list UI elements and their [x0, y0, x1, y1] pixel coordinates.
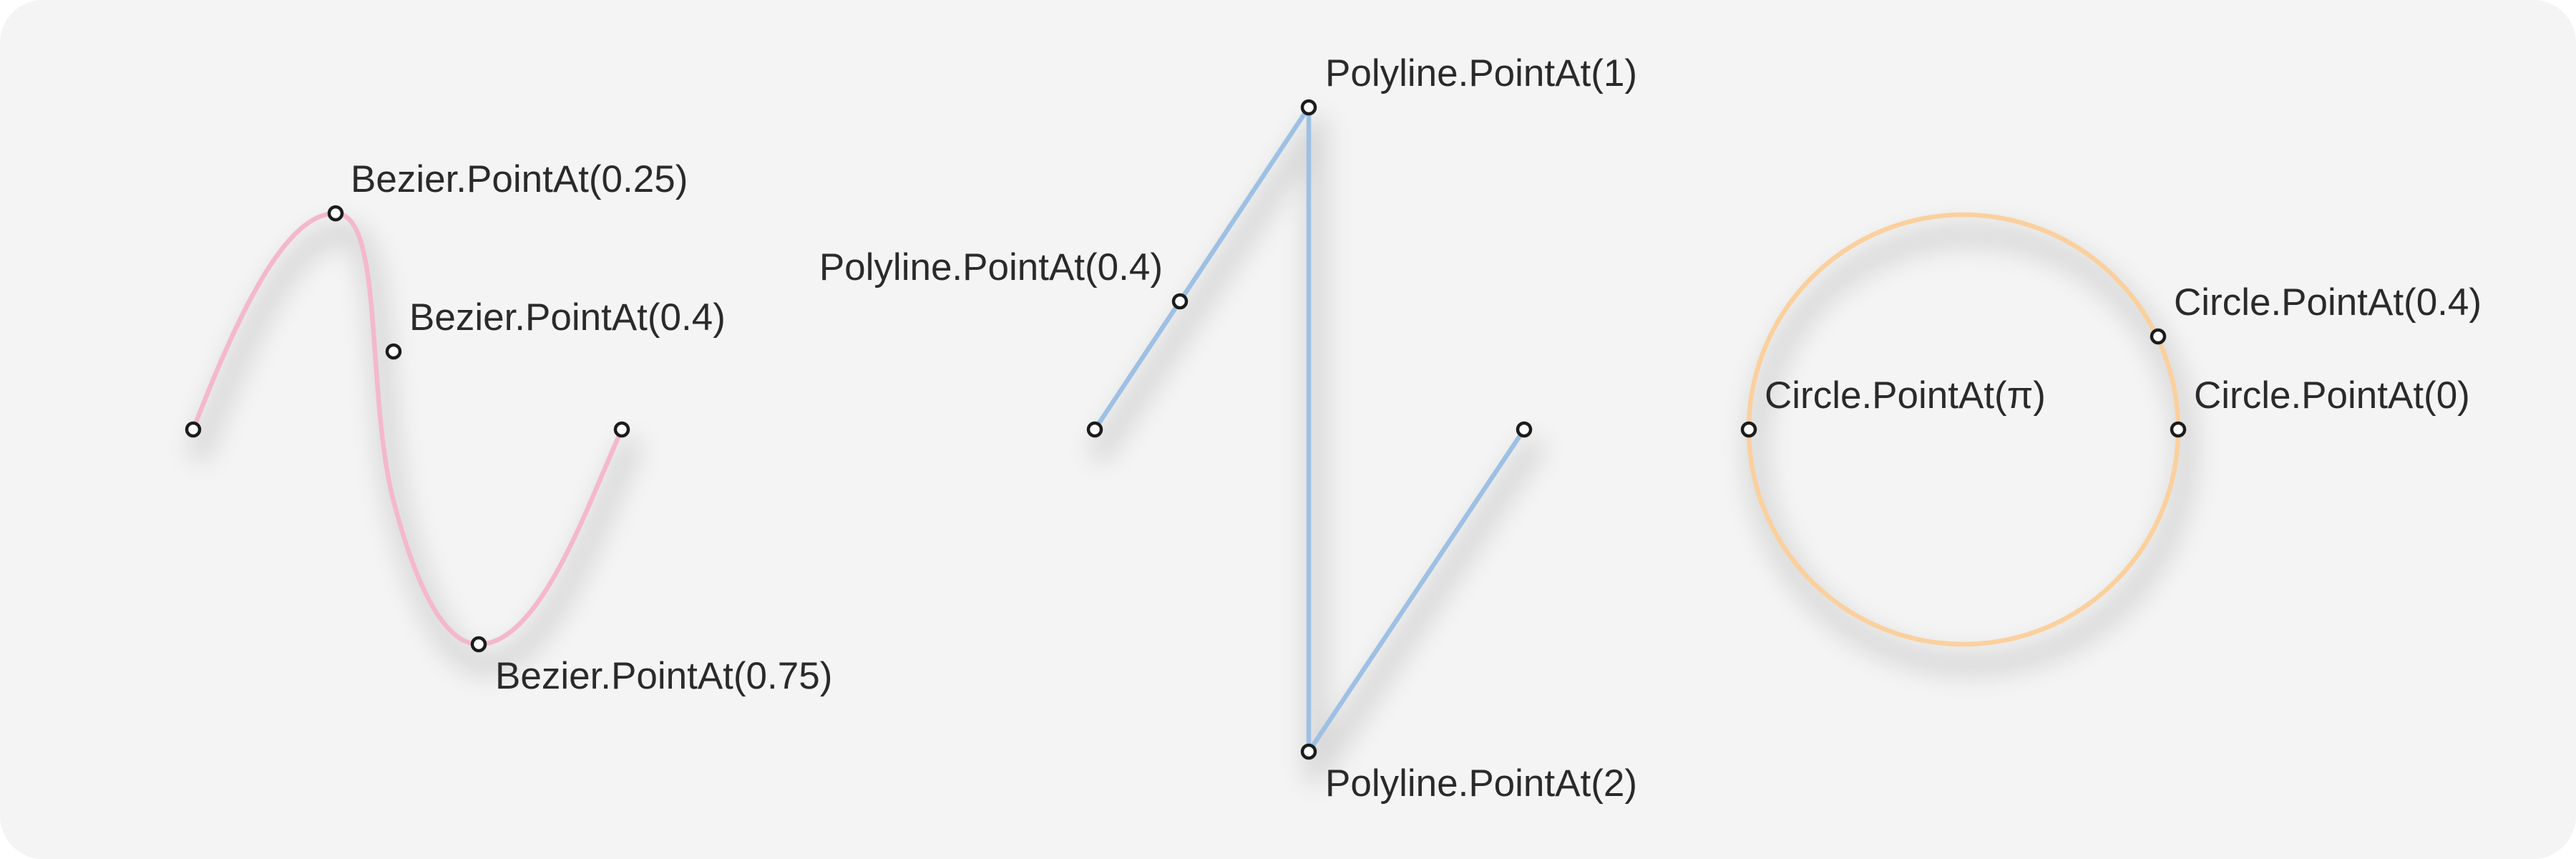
bezier-curve[interactable] — [190, 210, 625, 647]
circle-group: Circle.PointAt(0.4) Circle.PointAt(0) Ci… — [1740, 212, 2482, 676]
circle-shadow — [1744, 223, 2197, 676]
bezier-group: Bezier.PointAt(0.25) Bezier.PointAt(0.4)… — [185, 158, 832, 697]
polyline-shadow — [1090, 115, 1543, 784]
bezier-label-04: Bezier.PointAt(0.4) — [409, 296, 726, 339]
circle-point-0[interactable] — [2170, 421, 2187, 438]
polyline-label-1: Polyline.PointAt(1) — [1325, 52, 1637, 94]
polyline-end-point[interactable] — [1516, 421, 1533, 438]
polyline-point-2[interactable] — [1300, 743, 1317, 760]
circle-label-04: Circle.PointAt(0.4) — [2174, 281, 2482, 324]
bezier-label-075: Bezier.PointAt(0.75) — [495, 655, 832, 697]
polyline-point-1[interactable] — [1300, 99, 1317, 116]
polyline-line[interactable] — [1092, 105, 1527, 754]
bezier-start-point[interactable] — [185, 421, 202, 438]
circle-label-0: Circle.PointAt(0) — [2194, 374, 2470, 417]
bezier-label-025: Bezier.PointAt(0.25) — [351, 158, 688, 200]
bezier-point-075[interactable] — [470, 636, 487, 653]
bezier-end-point[interactable] — [613, 421, 630, 438]
bezier-point-025[interactable] — [327, 205, 344, 222]
polyline-group: Polyline.PointAt(1) Polyline.PointAt(0.4… — [819, 52, 1637, 805]
circle-point-pi[interactable] — [1740, 421, 1757, 438]
polyline-label-04: Polyline.PointAt(0.4) — [819, 246, 1163, 288]
circle-curve[interactable] — [1746, 212, 2181, 647]
circle-label-pi: Circle.PointAt(π) — [1765, 374, 2046, 417]
bezier-point-04[interactable] — [385, 343, 402, 360]
polyline-start-point[interactable] — [1086, 421, 1103, 438]
circle-point-04[interactable] — [2150, 328, 2167, 345]
polyline-label-2: Polyline.PointAt(2) — [1325, 762, 1637, 805]
polyline-point-04[interactable] — [1171, 293, 1189, 310]
